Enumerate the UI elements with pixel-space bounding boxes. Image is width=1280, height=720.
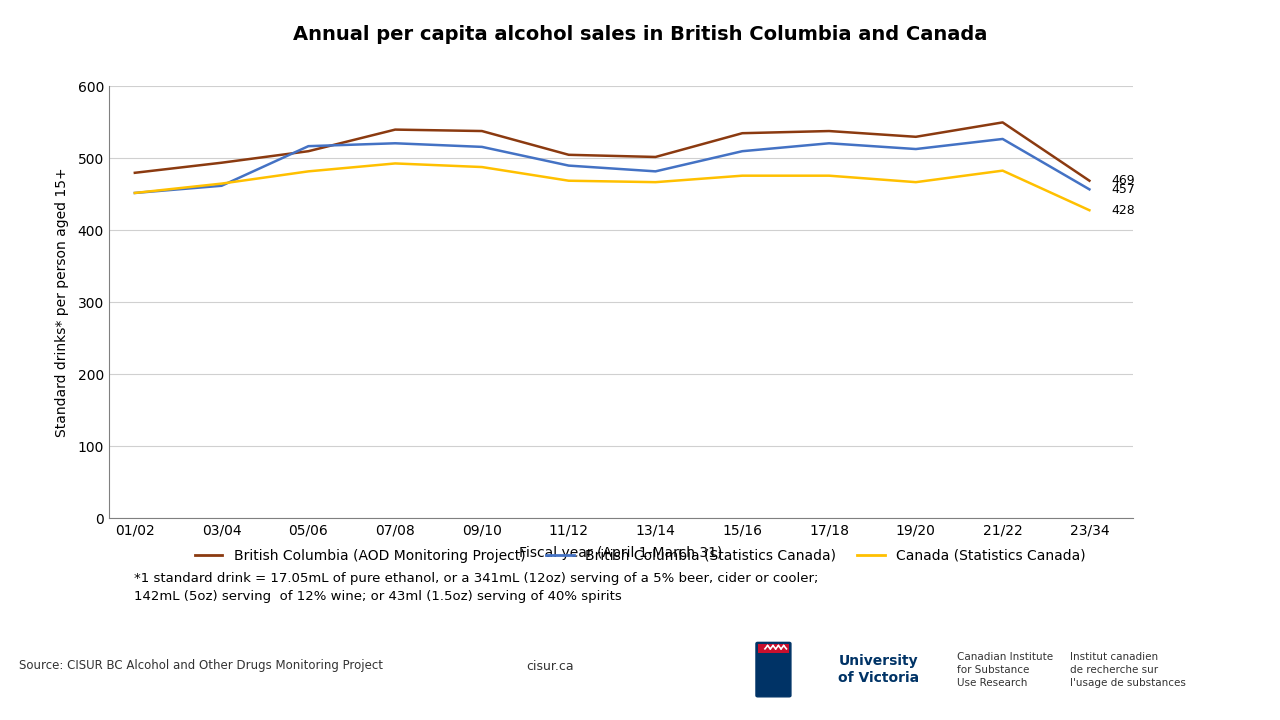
Y-axis label: Standard drinks* per person aged 15+: Standard drinks* per person aged 15+ — [55, 168, 69, 437]
FancyBboxPatch shape — [756, 642, 791, 697]
Text: 457: 457 — [1111, 183, 1135, 196]
Text: Annual per capita alcohol sales in British Columbia and Canada: Annual per capita alcohol sales in Briti… — [293, 25, 987, 44]
Text: 142mL (5oz) serving  of 12% wine; or 43ml (1.5oz) serving of 40% spirits: 142mL (5oz) serving of 12% wine; or 43ml… — [134, 590, 622, 603]
Text: *1 standard drink = 17.05mL of pure ethanol, or a 341mL (12oz) serving of a 5% b: *1 standard drink = 17.05mL of pure etha… — [134, 572, 819, 585]
X-axis label: Fiscal year (April 1-March 31): Fiscal year (April 1-March 31) — [520, 546, 722, 559]
Text: de recherche sur: de recherche sur — [1070, 665, 1158, 675]
Text: l'usage de substances: l'usage de substances — [1070, 678, 1187, 688]
Text: for Substance: for Substance — [957, 665, 1030, 675]
Bar — [758, 644, 788, 654]
Text: 428: 428 — [1111, 204, 1135, 217]
Text: of Victoria: of Victoria — [838, 671, 919, 685]
Text: Canadian Institute: Canadian Institute — [957, 652, 1053, 662]
Text: Use Research: Use Research — [957, 678, 1028, 688]
Text: Source: CISUR BC Alcohol and Other Drugs Monitoring Project: Source: CISUR BC Alcohol and Other Drugs… — [19, 660, 383, 672]
Text: 469: 469 — [1111, 174, 1135, 187]
Text: Institut canadien: Institut canadien — [1070, 652, 1158, 662]
Text: cisur.ca: cisur.ca — [526, 660, 575, 672]
Legend: British Columbia (AOD Monitoring Project), British Columbia (Statistics Canada),: British Columbia (AOD Monitoring Project… — [189, 544, 1091, 569]
Text: University: University — [838, 654, 918, 668]
